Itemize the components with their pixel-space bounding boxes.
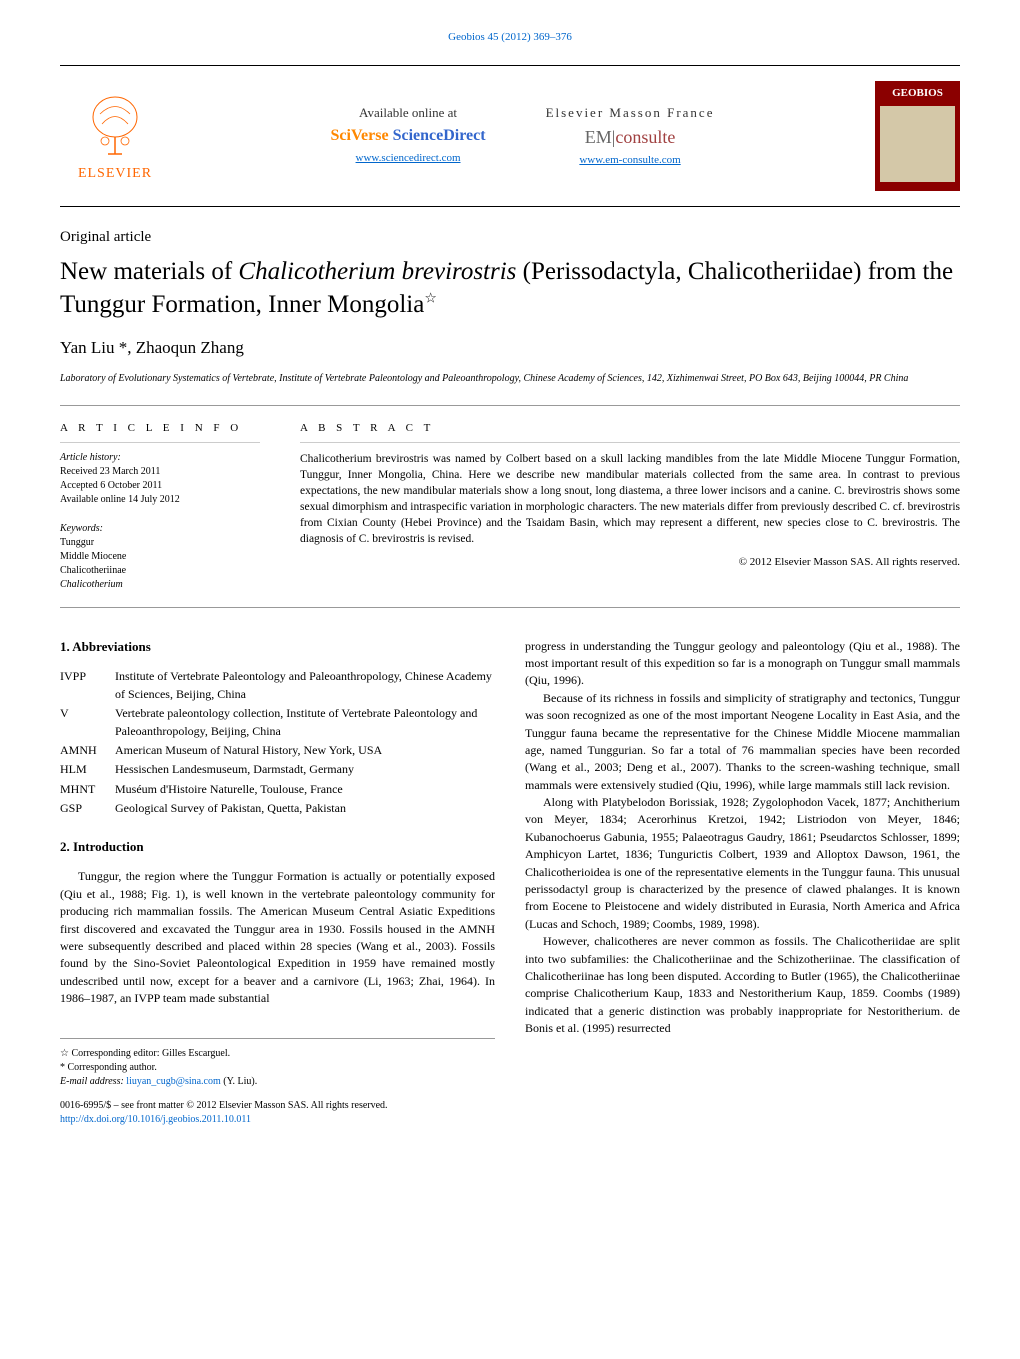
- history-label: Article history:: [60, 451, 260, 465]
- abbr-row: MHNTMuséum d'Histoire Naturelle, Toulous…: [60, 781, 495, 798]
- abstract-block: A B S T R A C T Chalicotherium brevirost…: [300, 421, 960, 591]
- history-accepted: Accepted 6 October 2011: [60, 479, 260, 493]
- geobios-cover: GEOBIOS: [875, 81, 960, 191]
- keyword: Tunggur: [60, 536, 260, 550]
- keyword: Middle Miocene: [60, 550, 260, 564]
- article-title: New materials of Chalicotherium breviros…: [60, 256, 960, 321]
- header-band: ELSEVIER Available online at SciVerse Sc…: [60, 65, 960, 207]
- keyword: Chalicotheriinae: [60, 564, 260, 578]
- footnote-editor: ☆ Corresponding editor: Gilles Escarguel…: [60, 1047, 495, 1061]
- abbr-row: VVertebrate paleontology collection, Ins…: [60, 705, 495, 740]
- abbr-row: GSPGeological Survey of Pakistan, Quetta…: [60, 800, 495, 817]
- available-label: Available online at: [359, 104, 457, 122]
- abbr-row: AMNHAmerican Museum of Natural History, …: [60, 742, 495, 759]
- article-info: A R T I C L E I N F O Article history: R…: [60, 421, 260, 591]
- center-links: Available online at SciVerse ScienceDire…: [331, 104, 715, 169]
- right-column: progress in understanding the Tunggur ge…: [525, 638, 960, 1127]
- masson-block: Elsevier Masson France EM|consulte www.e…: [546, 104, 715, 169]
- elsevier-label: ELSEVIER: [78, 164, 152, 184]
- sciverse-logo: SciVerse ScienceDirect: [331, 125, 486, 147]
- footnote-email: E-mail address: liuyan_cugb@sina.com (Y.…: [60, 1075, 495, 1089]
- em-consulte-logo: EM|consulte: [585, 125, 676, 150]
- email-link[interactable]: liuyan_cugb@sina.com: [126, 1076, 220, 1087]
- elsevier-logo: ELSEVIER: [60, 89, 170, 184]
- paragraph: Because of its richness in fossils and s…: [525, 690, 960, 794]
- abstract-heading: A B S T R A C T: [300, 421, 960, 442]
- affiliation: Laboratory of Evolutionary Systematics o…: [60, 372, 960, 385]
- sciencedirect-url[interactable]: www.sciencedirect.com: [356, 151, 461, 166]
- masson-label: Elsevier Masson France: [546, 104, 715, 122]
- sciverse-block: Available online at SciVerse ScienceDire…: [331, 104, 486, 169]
- paragraph: Along with Platybelodon Borissiak, 1928;…: [525, 794, 960, 933]
- info-abstract-row: A R T I C L E I N F O Article history: R…: [60, 405, 960, 607]
- journal-citation: Geobios 45 (2012) 369–376: [60, 30, 960, 45]
- paragraph: Tunggur, the region where the Tunggur Fo…: [60, 868, 495, 1007]
- section-1-heading: 1. Abbreviations: [60, 638, 495, 657]
- em-consulte-url[interactable]: www.em-consulte.com: [579, 153, 680, 168]
- history-received: Received 23 March 2011: [60, 465, 260, 479]
- abstract-text: Chalicotherium brevirostris was named by…: [300, 451, 960, 548]
- paragraph: progress in understanding the Tunggur ge…: [525, 638, 960, 690]
- history-online: Available online 14 July 2012: [60, 493, 260, 507]
- geobios-title: GEOBIOS: [880, 86, 955, 101]
- abbr-row: IVPPInstitute of Vertebrate Paleontology…: [60, 668, 495, 703]
- info-heading: A R T I C L E I N F O: [60, 421, 260, 442]
- paragraph: However, chalicotheres are never common …: [525, 933, 960, 1037]
- front-matter: 0016-6995/$ – see front matter © 2012 El…: [60, 1099, 495, 1113]
- abbreviations-table: IVPPInstitute of Vertebrate Paleontology…: [60, 668, 495, 817]
- authors: Yan Liu *, Zhaoqun Zhang: [60, 336, 960, 360]
- footer-notes: ☆ Corresponding editor: Gilles Escarguel…: [60, 1038, 495, 1127]
- abbr-row: HLMHessischen Landesmuseum, Darmstadt, G…: [60, 761, 495, 778]
- article-type: Original article: [60, 227, 960, 248]
- copyright: © 2012 Elsevier Masson SAS. All rights r…: [300, 555, 960, 570]
- body-columns: 1. Abbreviations IVPPInstitute of Verteb…: [60, 638, 960, 1127]
- geobios-cover-image: [880, 106, 955, 183]
- keyword: Chalicotherium: [60, 578, 260, 592]
- left-column: 1. Abbreviations IVPPInstitute of Verteb…: [60, 638, 495, 1127]
- keywords-label: Keywords:: [60, 522, 260, 536]
- doi-link[interactable]: http://dx.doi.org/10.1016/j.geobios.2011…: [60, 1114, 251, 1125]
- section-2-heading: 2. Introduction: [60, 838, 495, 857]
- footnote-corresponding: * Corresponding author.: [60, 1061, 495, 1075]
- elsevier-tree-icon: [80, 89, 150, 159]
